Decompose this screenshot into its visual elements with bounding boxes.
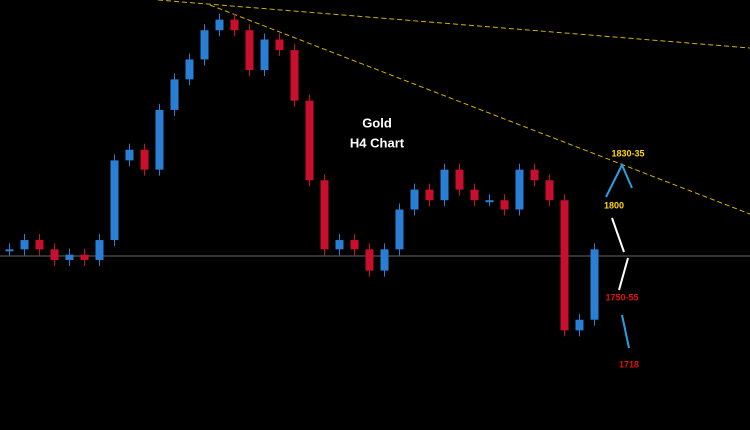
candle xyxy=(440,169,449,201)
candle xyxy=(140,149,149,170)
trend-line xyxy=(157,0,750,49)
candle xyxy=(560,200,569,331)
candle xyxy=(320,180,329,250)
arrow xyxy=(618,257,629,291)
candle xyxy=(575,319,584,331)
candle xyxy=(470,189,479,201)
annotation: 1830-35 xyxy=(611,148,644,158)
candle xyxy=(380,249,389,271)
candle xyxy=(530,169,539,181)
candle xyxy=(20,240,29,250)
annotation: 1750-55 xyxy=(605,292,638,302)
trend-line xyxy=(209,4,750,215)
chart-subtitle: H4 Chart xyxy=(350,135,405,150)
candle xyxy=(35,240,44,250)
candle xyxy=(275,39,284,51)
arrow xyxy=(605,162,633,198)
candle xyxy=(5,249,14,252)
candle xyxy=(290,50,299,101)
candle xyxy=(110,160,119,241)
candle xyxy=(350,240,359,250)
arrow xyxy=(621,314,630,349)
candle xyxy=(500,200,509,210)
plot xyxy=(5,13,599,337)
candle xyxy=(170,79,179,110)
candle xyxy=(395,209,404,250)
arrow xyxy=(611,217,625,253)
candle xyxy=(50,249,59,260)
candle xyxy=(200,30,209,60)
candle xyxy=(410,189,419,210)
candle xyxy=(365,249,374,271)
candle xyxy=(125,149,134,161)
candle xyxy=(485,200,494,203)
candle xyxy=(245,30,254,71)
annotation: 1718 xyxy=(619,359,639,369)
candle xyxy=(545,180,554,201)
annotation: 1800 xyxy=(604,200,624,210)
chart-title: Gold xyxy=(362,115,392,130)
candle xyxy=(260,39,269,71)
candle xyxy=(515,169,524,210)
candle xyxy=(590,249,599,320)
candle xyxy=(80,254,89,260)
candle xyxy=(230,19,239,31)
candle xyxy=(95,240,104,260)
candle xyxy=(185,59,194,80)
arrows xyxy=(605,162,633,349)
candle xyxy=(455,169,464,190)
candle xyxy=(65,254,74,260)
candle xyxy=(425,189,434,201)
candle xyxy=(215,19,224,31)
candle xyxy=(305,100,314,181)
candle xyxy=(335,240,344,250)
candle xyxy=(155,109,164,170)
